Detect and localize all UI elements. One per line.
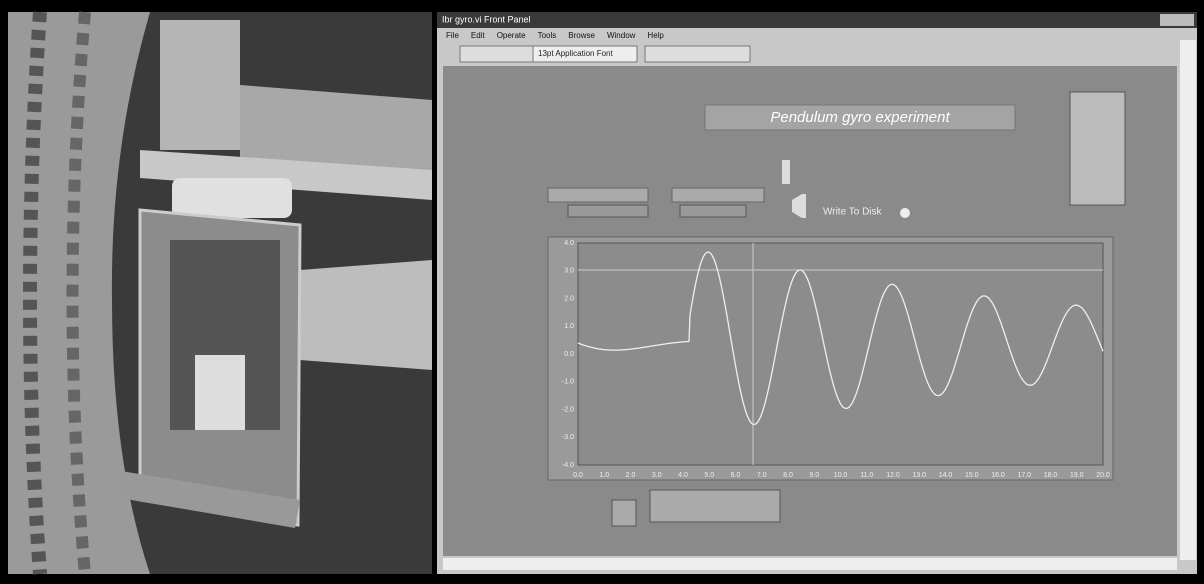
font-select[interactable] xyxy=(532,45,638,63)
plate xyxy=(140,150,432,200)
x-tick-label: 14.0 xyxy=(939,472,953,479)
tread xyxy=(23,11,47,575)
menu-item[interactable]: Edit xyxy=(471,31,486,40)
x-tick-label: 1.0 xyxy=(599,472,609,479)
panel-title: Pendulum gyro experiment xyxy=(770,109,950,126)
x-tick-label: 20.0 xyxy=(1096,472,1110,479)
x-tick-label: 11.0 xyxy=(860,472,873,479)
write-led[interactable] xyxy=(900,208,910,218)
cursor-table xyxy=(649,489,781,523)
x-tick-label: 2.0 xyxy=(626,472,636,479)
y-tick-label: 0.0 xyxy=(564,351,574,358)
cursor-control[interactable] xyxy=(611,499,637,527)
photo xyxy=(8,11,432,575)
bracket xyxy=(160,20,240,150)
x-tick-label: 16.0 xyxy=(991,472,1005,479)
menu-item[interactable]: Window xyxy=(607,31,636,40)
h-scrollbar[interactable] xyxy=(443,558,1177,570)
x-tick-label: 0.0 xyxy=(573,472,583,479)
tread xyxy=(66,11,91,575)
x-tick-label: 6.0 xyxy=(731,472,741,479)
waveform xyxy=(577,251,1104,426)
switch[interactable] xyxy=(782,160,790,184)
control[interactable] xyxy=(671,187,765,203)
cylinder xyxy=(172,178,292,218)
window-title: Ibr gyro.vi Front Panel xyxy=(442,14,531,24)
y-tick-label: 2.0 xyxy=(564,295,574,302)
menu-item[interactable]: Help xyxy=(647,31,664,40)
x-tick-label: 8.0 xyxy=(783,472,793,479)
base-plate xyxy=(115,470,300,528)
x-tick-label: 18.0 xyxy=(1044,472,1058,479)
x-tick-label: 7.0 xyxy=(757,472,767,479)
x-tick-label: 5.0 xyxy=(704,472,714,479)
connector xyxy=(195,355,245,430)
app-window: Ibr gyro.vi Front Panel File Edit Operate T… xyxy=(437,12,1197,574)
font-label: 13pt Application Font xyxy=(538,49,613,58)
align-buttons[interactable] xyxy=(644,45,751,63)
menu-item[interactable]: Operate xyxy=(497,31,526,40)
write-label: Write To Disk xyxy=(823,207,883,218)
y-tick-label: 1.0 xyxy=(564,323,574,330)
control[interactable] xyxy=(547,187,649,203)
y-tick-label: -4.0 xyxy=(562,462,574,469)
x-tick-label: 15.0 xyxy=(965,472,979,479)
menu-bar: File Edit Operate Tools Browse Window Help xyxy=(446,31,664,40)
v-scrollbar[interactable] xyxy=(1180,40,1196,560)
x-tick-label: 19.0 xyxy=(1070,472,1084,479)
y-tick-label: 4.0 xyxy=(564,240,574,247)
menu-item[interactable]: Tools xyxy=(538,31,557,40)
y-tick-label: -3.0 xyxy=(562,434,574,441)
title-bar xyxy=(437,12,1197,28)
y-tick-label: -1.0 xyxy=(562,379,574,386)
slider[interactable] xyxy=(567,204,649,218)
slider[interactable] xyxy=(679,204,747,218)
x-tick-label: 3.0 xyxy=(652,472,662,479)
x-tick-label: 10.0 xyxy=(834,472,848,479)
y-tick-label: 3.0 xyxy=(564,268,574,275)
speaker-icon xyxy=(792,194,806,218)
menu-item[interactable]: File xyxy=(446,31,459,40)
tube xyxy=(300,260,432,370)
x-tick-label: 4.0 xyxy=(678,472,688,479)
x-tick-label: 17.0 xyxy=(1017,472,1031,479)
tools-palette[interactable] xyxy=(1069,91,1126,206)
plot-area xyxy=(577,242,1104,466)
x-tick-label: 12.0 xyxy=(886,472,900,479)
menu-item[interactable]: Browse xyxy=(568,31,595,40)
x-tick-label: 9.0 xyxy=(809,472,819,479)
title-box xyxy=(704,104,1016,131)
x-tick-label: 13.0 xyxy=(912,472,926,479)
y-tick-label: -2.0 xyxy=(562,406,574,413)
graph-ticks: 4.0 3.0 2.0 1.0 0.0 -1.0 -2.0 -3.0 -4.0 0.0 1.0 2.0… xyxy=(562,240,1110,479)
window-buttons[interactable] xyxy=(1160,14,1194,26)
tire xyxy=(8,12,150,574)
